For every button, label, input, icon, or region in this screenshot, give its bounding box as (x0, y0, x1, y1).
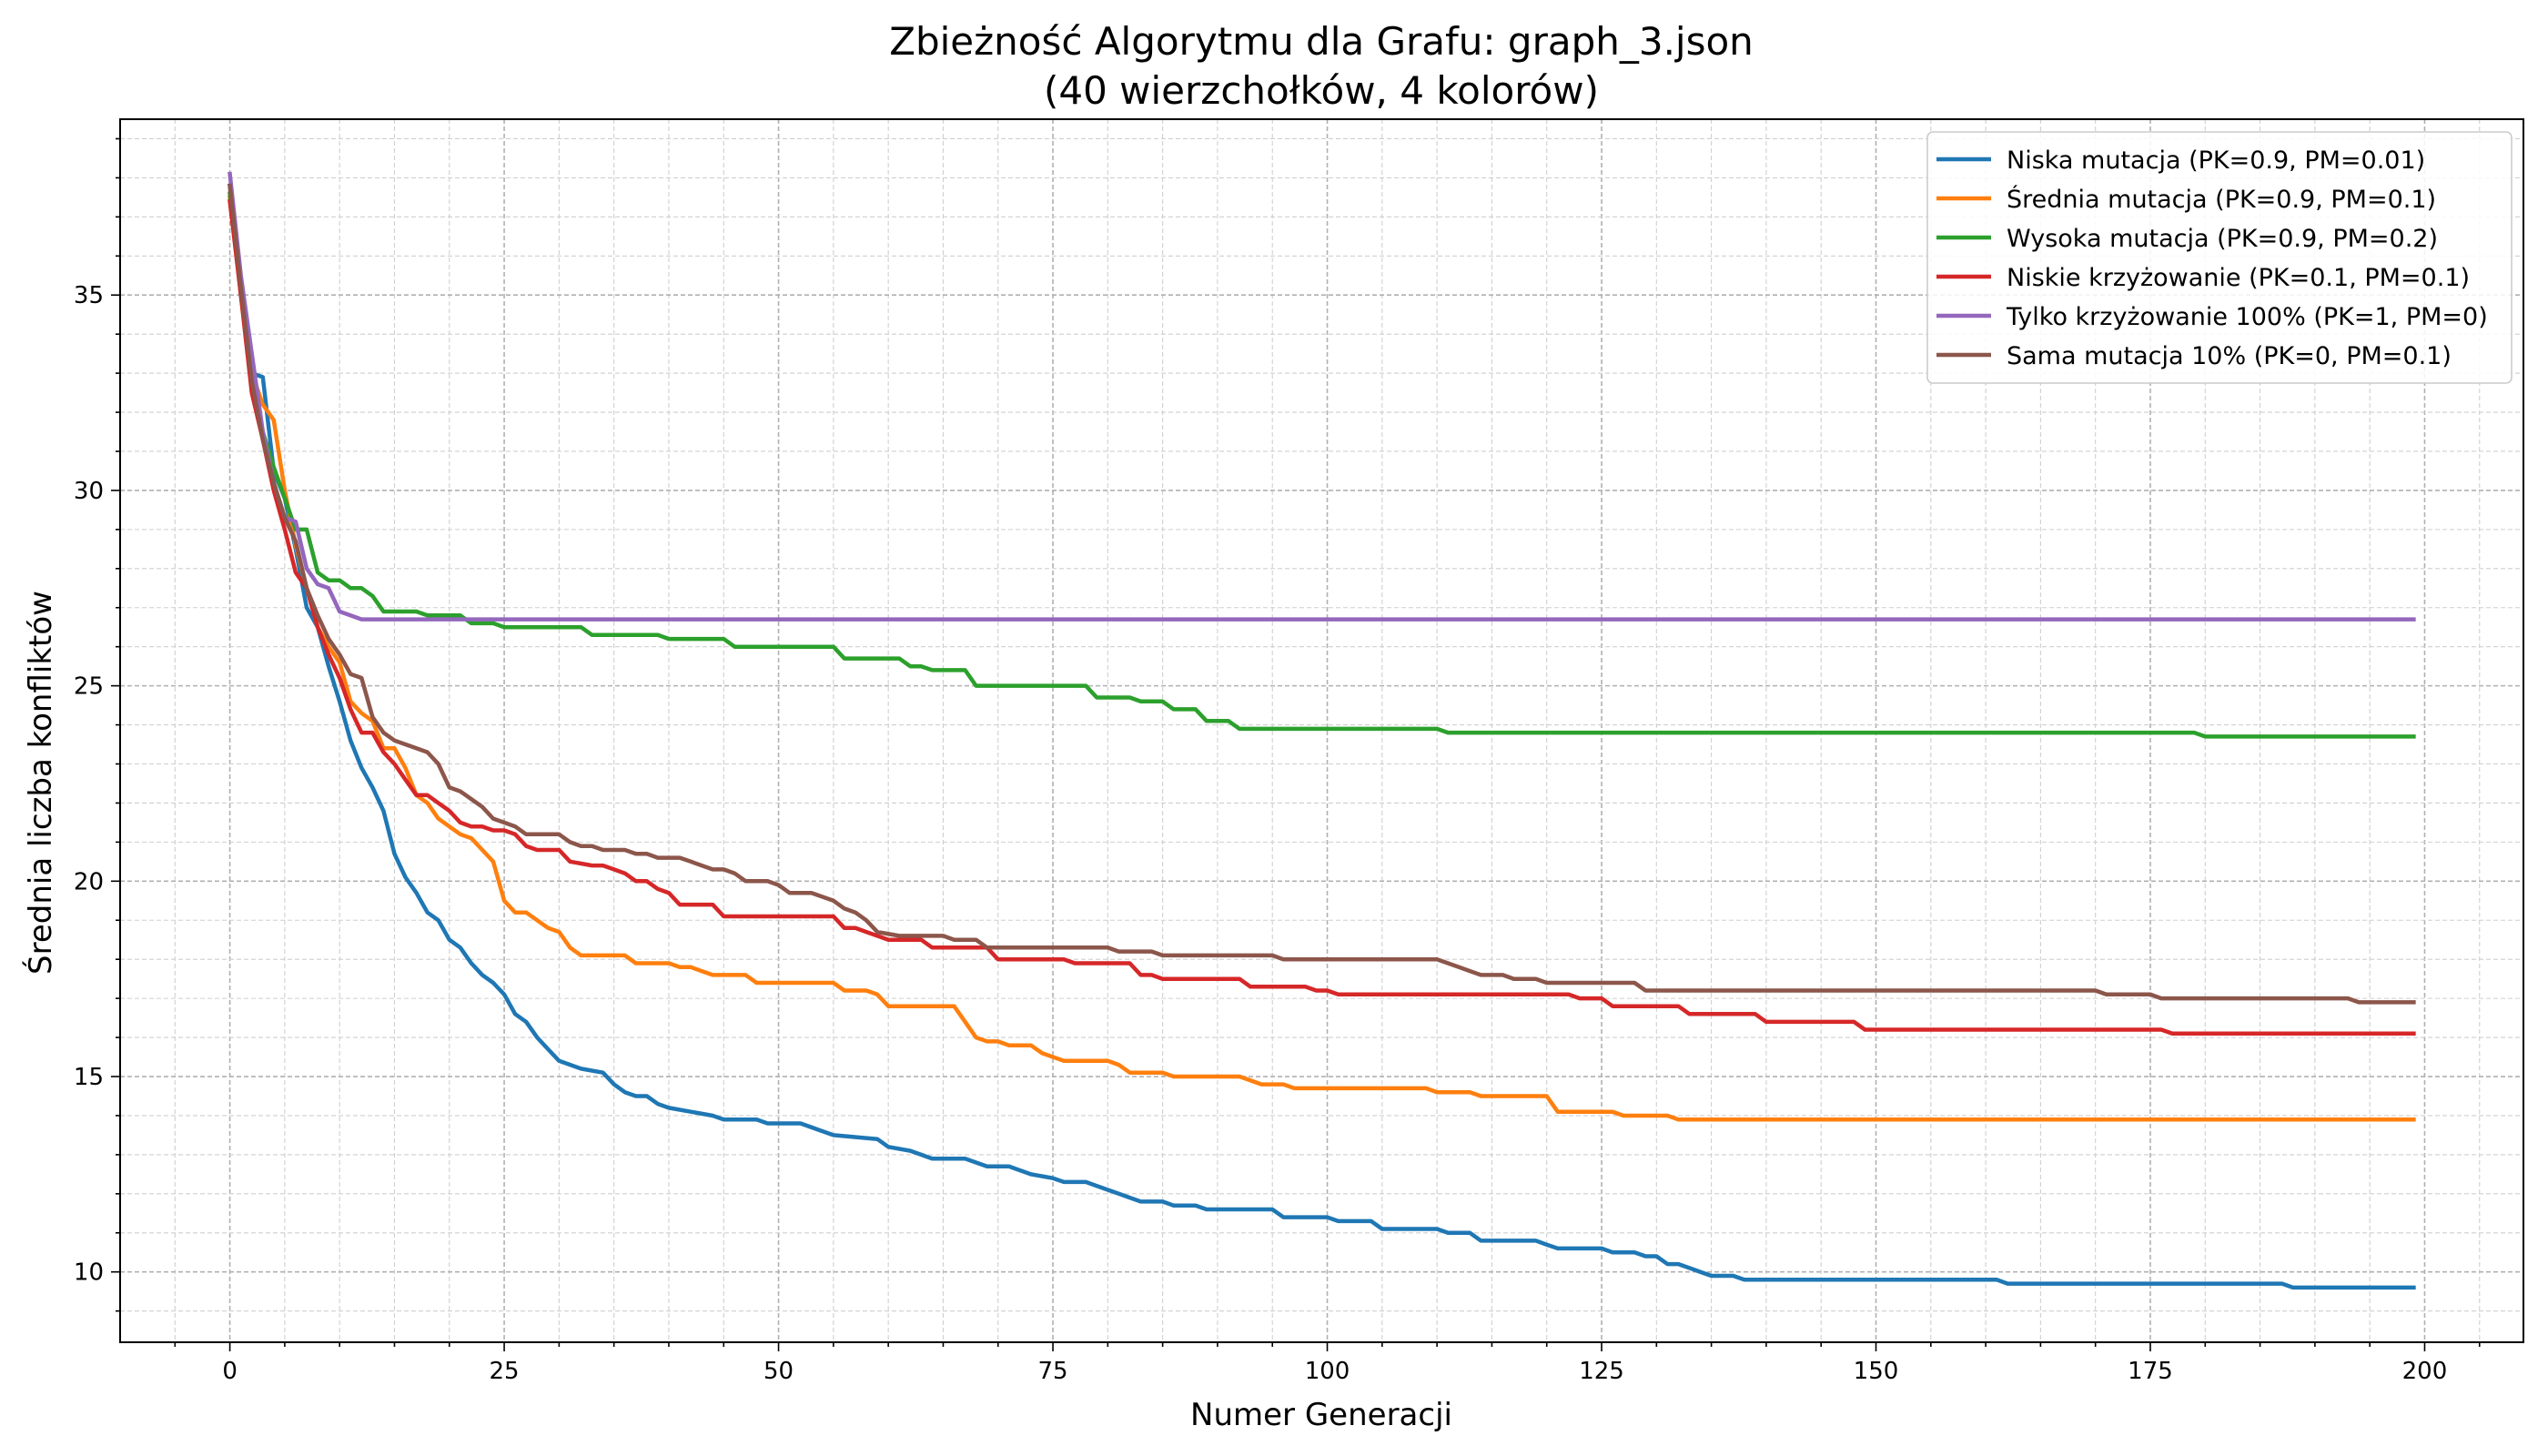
x-tick-label: 25 (490, 1358, 520, 1385)
series-line (228, 195, 2416, 1122)
y-tick-label: 35 (74, 282, 104, 309)
y-tick-label: 20 (74, 868, 104, 895)
legend-entry-label: Niskie krzyżowanie (PK=0.1, PM=0.1) (2007, 264, 2470, 292)
axis-ticks: 0 25 50 75 100 125 150 175 200 10 15 20 25 30 35 (74, 137, 2481, 1385)
y-tick-label: 30 (74, 478, 104, 505)
legend: Niska mutacja (PK=0.9, PM=0.01) Średnia m… (1926, 131, 2513, 384)
x-tick-label: 50 (763, 1358, 794, 1385)
series-line (228, 183, 2416, 1290)
x-tick-label: 150 (1854, 1358, 1899, 1385)
chart-title: Zbieżność Algorytmu dla Grafu: graph_3.j… (889, 19, 1754, 64)
chart-subtitle: (40 wierzchołków, 4 kolorów) (1044, 68, 1599, 113)
series-lines (228, 171, 2416, 1290)
y-tick-label: 15 (74, 1064, 104, 1091)
x-tick-label: 0 (222, 1358, 238, 1385)
legend-entry-label: Wysoka mutacja (PK=0.9, PM=0.2) (2007, 225, 2438, 253)
x-tick-label: 100 (1305, 1358, 1350, 1385)
grid (120, 119, 2523, 1342)
x-tick-label: 125 (1579, 1358, 1624, 1385)
series-line (228, 171, 2416, 622)
x-tick-label: 75 (1037, 1358, 1067, 1385)
y-tick-label: 25 (74, 673, 104, 701)
legend-entry-label: Sama mutacja 10% (PK=0, PM=0.1) (2007, 342, 2452, 370)
legend-entry-label: Niska mutacja (PK=0.9, PM=0.01) (2007, 147, 2425, 175)
y-tick-label: 10 (74, 1259, 104, 1287)
x-axis-label: Numer Generacji (1190, 1397, 1452, 1433)
x-tick-label: 200 (2402, 1358, 2448, 1385)
series-line (228, 191, 2416, 739)
legend-entry-label: Tylko krzyżowanie 100% (PK=1, PM=0) (2006, 303, 2488, 331)
legend-box (1926, 131, 2513, 384)
x-tick-label: 175 (2128, 1358, 2173, 1385)
series-line (228, 198, 2416, 1036)
series-line (228, 183, 2416, 1005)
y-axis-label: Średnia liczba konfliktów (22, 591, 59, 975)
legend-entry-label: Średnia mutacja (PK=0.9, PM=0.1) (2007, 185, 2436, 214)
plot-frame (119, 118, 2524, 1343)
